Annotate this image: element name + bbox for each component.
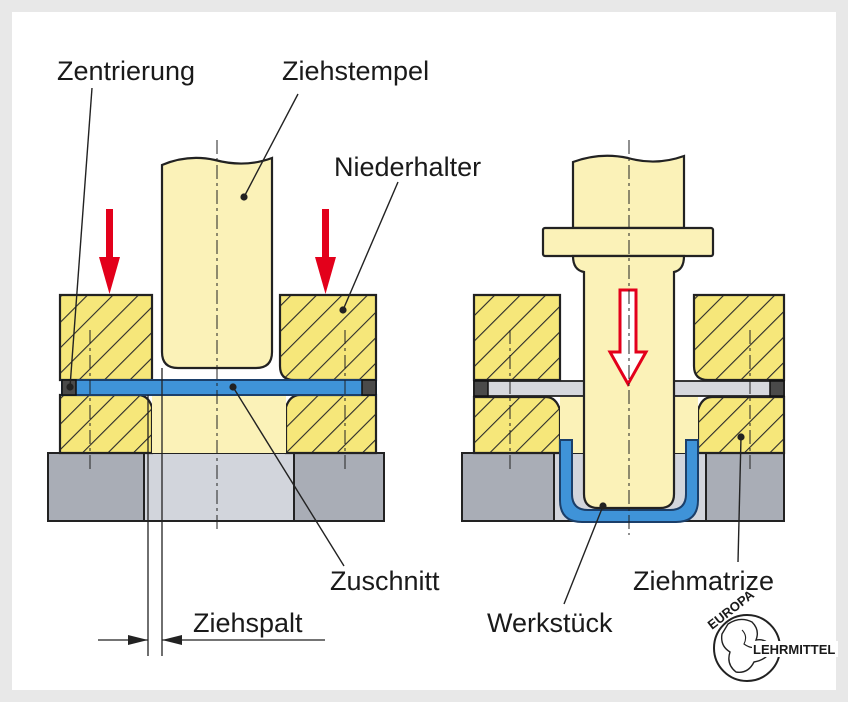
label-zentrierung: Zentrierung [57, 56, 195, 86]
label-werkstueck: Werkstück [487, 608, 613, 638]
label-niederhalter: Niederhalter [334, 152, 481, 182]
red-down-arrow-icon [315, 209, 336, 294]
left-blank-holder [58, 293, 378, 382]
right-centerlines [509, 140, 751, 535]
left-centerlines [89, 140, 346, 530]
label-ziehspalt: Ziehspalt [193, 608, 303, 638]
right-assembly [461, 140, 786, 535]
right-centering-block [361, 379, 377, 396]
red-down-arrow-icon [99, 209, 120, 294]
leader-dots [66, 193, 745, 510]
right-workpiece [559, 439, 699, 523]
label-ziehstempel: Ziehstempel [282, 56, 429, 86]
left-blank [61, 379, 377, 396]
leader-lines [69, 87, 742, 605]
right-blank-holder [472, 293, 786, 382]
dimension-arrow-icon [128, 635, 148, 645]
hollow-down-arrow-icon [607, 288, 649, 388]
left-punch [160, 156, 274, 370]
dimension-arrow-icon [162, 635, 182, 645]
ziehspalt-dimension [98, 368, 325, 656]
label-zuschnitt: Zuschnitt [330, 566, 440, 596]
right-draw-die [472, 395, 786, 455]
label-ziehmatrize: Ziehmatrize [633, 566, 774, 596]
left-die-opening [152, 395, 286, 453]
logo-text-bottom: LEHRMITTEL [753, 642, 835, 657]
left-table [47, 452, 385, 522]
